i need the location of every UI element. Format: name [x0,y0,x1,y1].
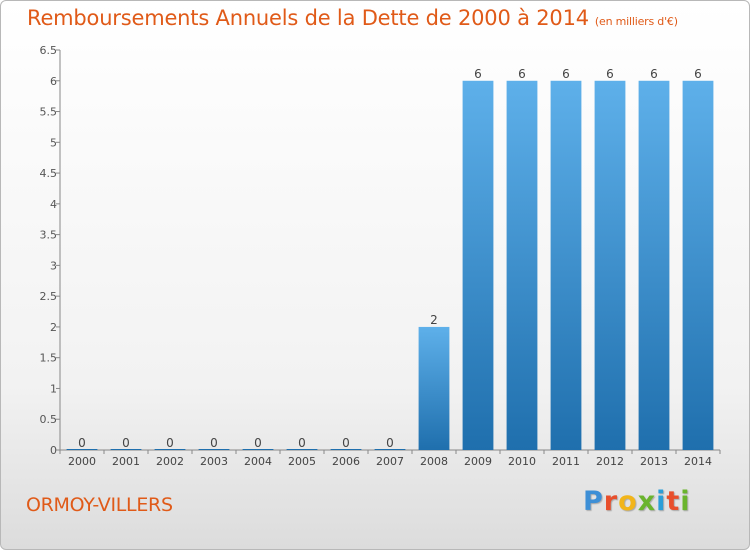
logo-letter: x [637,486,657,517]
x-tick-label: 2002 [156,455,184,468]
data-label-2001: 0 [122,436,130,450]
x-tick-label: 2000 [68,455,96,468]
y-tick-label: 2.5 [40,290,58,303]
bar-2005 [286,449,318,450]
x-axis: 2000 2001 2002 2003 2004 2005 2006 2007 2008 2009… [59,449,721,468]
chart-title: Remboursements Annuels de la Dette de 20… [27,6,678,30]
proxiti-logo[interactable]: Proxiti [583,486,691,517]
y-tick-label: 5 [50,136,57,149]
x-tick-label: 2004 [244,455,272,468]
bar-2004 [242,449,274,450]
bar-2008 [418,326,450,450]
x-tick-label: 2005 [288,455,316,468]
data-label-2006: 0 [342,436,350,450]
chart-title-text: Remboursements Annuels de la Dette de 20… [27,6,589,30]
y-tick-label: 6 [50,75,57,88]
y-tick-label: 5.5 [40,106,58,119]
data-label-2010: 6 [518,67,526,81]
data-label-2008: 2 [430,313,438,327]
logo-letter: r [603,486,619,517]
bar-2009 [462,80,494,451]
data-labels: 0 0 0 0 0 0 0 0 2 6 6 6 6 6 6 [78,67,702,450]
logo-letter: i [656,486,667,517]
data-label-2002: 0 [166,436,174,450]
x-tick-label: 2013 [640,455,668,468]
bar-2007 [374,449,406,450]
x-tick-label: 2001 [112,455,140,468]
x-tick-label: 2014 [684,455,712,468]
bar-2014 [682,80,714,451]
y-tick-label: 0 [50,444,57,457]
bar-2010 [506,80,538,451]
bar-2003 [198,449,230,450]
logo-letter: o [618,486,638,517]
bar-2013 [638,80,670,451]
bar-2001 [110,449,142,450]
data-label-2007: 0 [386,436,394,450]
y-tick-label: 4.5 [40,167,58,180]
data-label-2013: 6 [650,67,658,81]
x-tick-label: 2012 [596,455,624,468]
logo-letter: t [666,486,681,517]
y-axis: 0 0.5 1 1.5 2 2.5 3 3.5 4 4.5 5 5.5 6 6.5 [40,44,61,457]
logo-letter: i [680,486,691,517]
y-tick-label: 4 [50,198,57,211]
data-label-2004: 0 [254,436,262,450]
data-label-2000: 0 [78,436,86,450]
data-label-2005: 0 [298,436,306,450]
data-label-2012: 6 [606,67,614,81]
y-tick-label: 2 [50,321,57,334]
chart-subtitle: (en milliers d'€) [594,15,678,28]
x-tick-label: 2007 [376,455,404,468]
data-label-2014: 6 [694,67,702,81]
bar-2002 [154,449,186,450]
y-tick-label: 1 [50,382,57,395]
data-label-2011: 6 [562,67,570,81]
y-tick-label: 0.5 [40,413,58,426]
commune-name: ORMOY-VILLERS [26,494,173,516]
bars [66,80,714,451]
bar-2006 [330,449,362,450]
x-tick-label: 2009 [464,455,492,468]
bar-2000 [66,449,98,450]
bar-2012 [594,80,626,451]
data-label-2003: 0 [210,436,218,450]
x-tick-label: 2010 [508,455,536,468]
x-tick-label: 2006 [332,455,360,468]
data-label-2009: 6 [474,67,482,81]
x-tick-label: 2008 [420,455,448,468]
y-tick-label: 3 [50,259,57,272]
y-tick-label: 6.5 [40,44,58,57]
y-tick-label: 3.5 [40,229,58,242]
x-tick-label: 2003 [200,455,228,468]
x-tick-label: 2011 [552,455,580,468]
logo-letter: P [583,486,604,517]
bar-2011 [550,80,582,451]
y-tick-label: 1.5 [40,352,58,365]
